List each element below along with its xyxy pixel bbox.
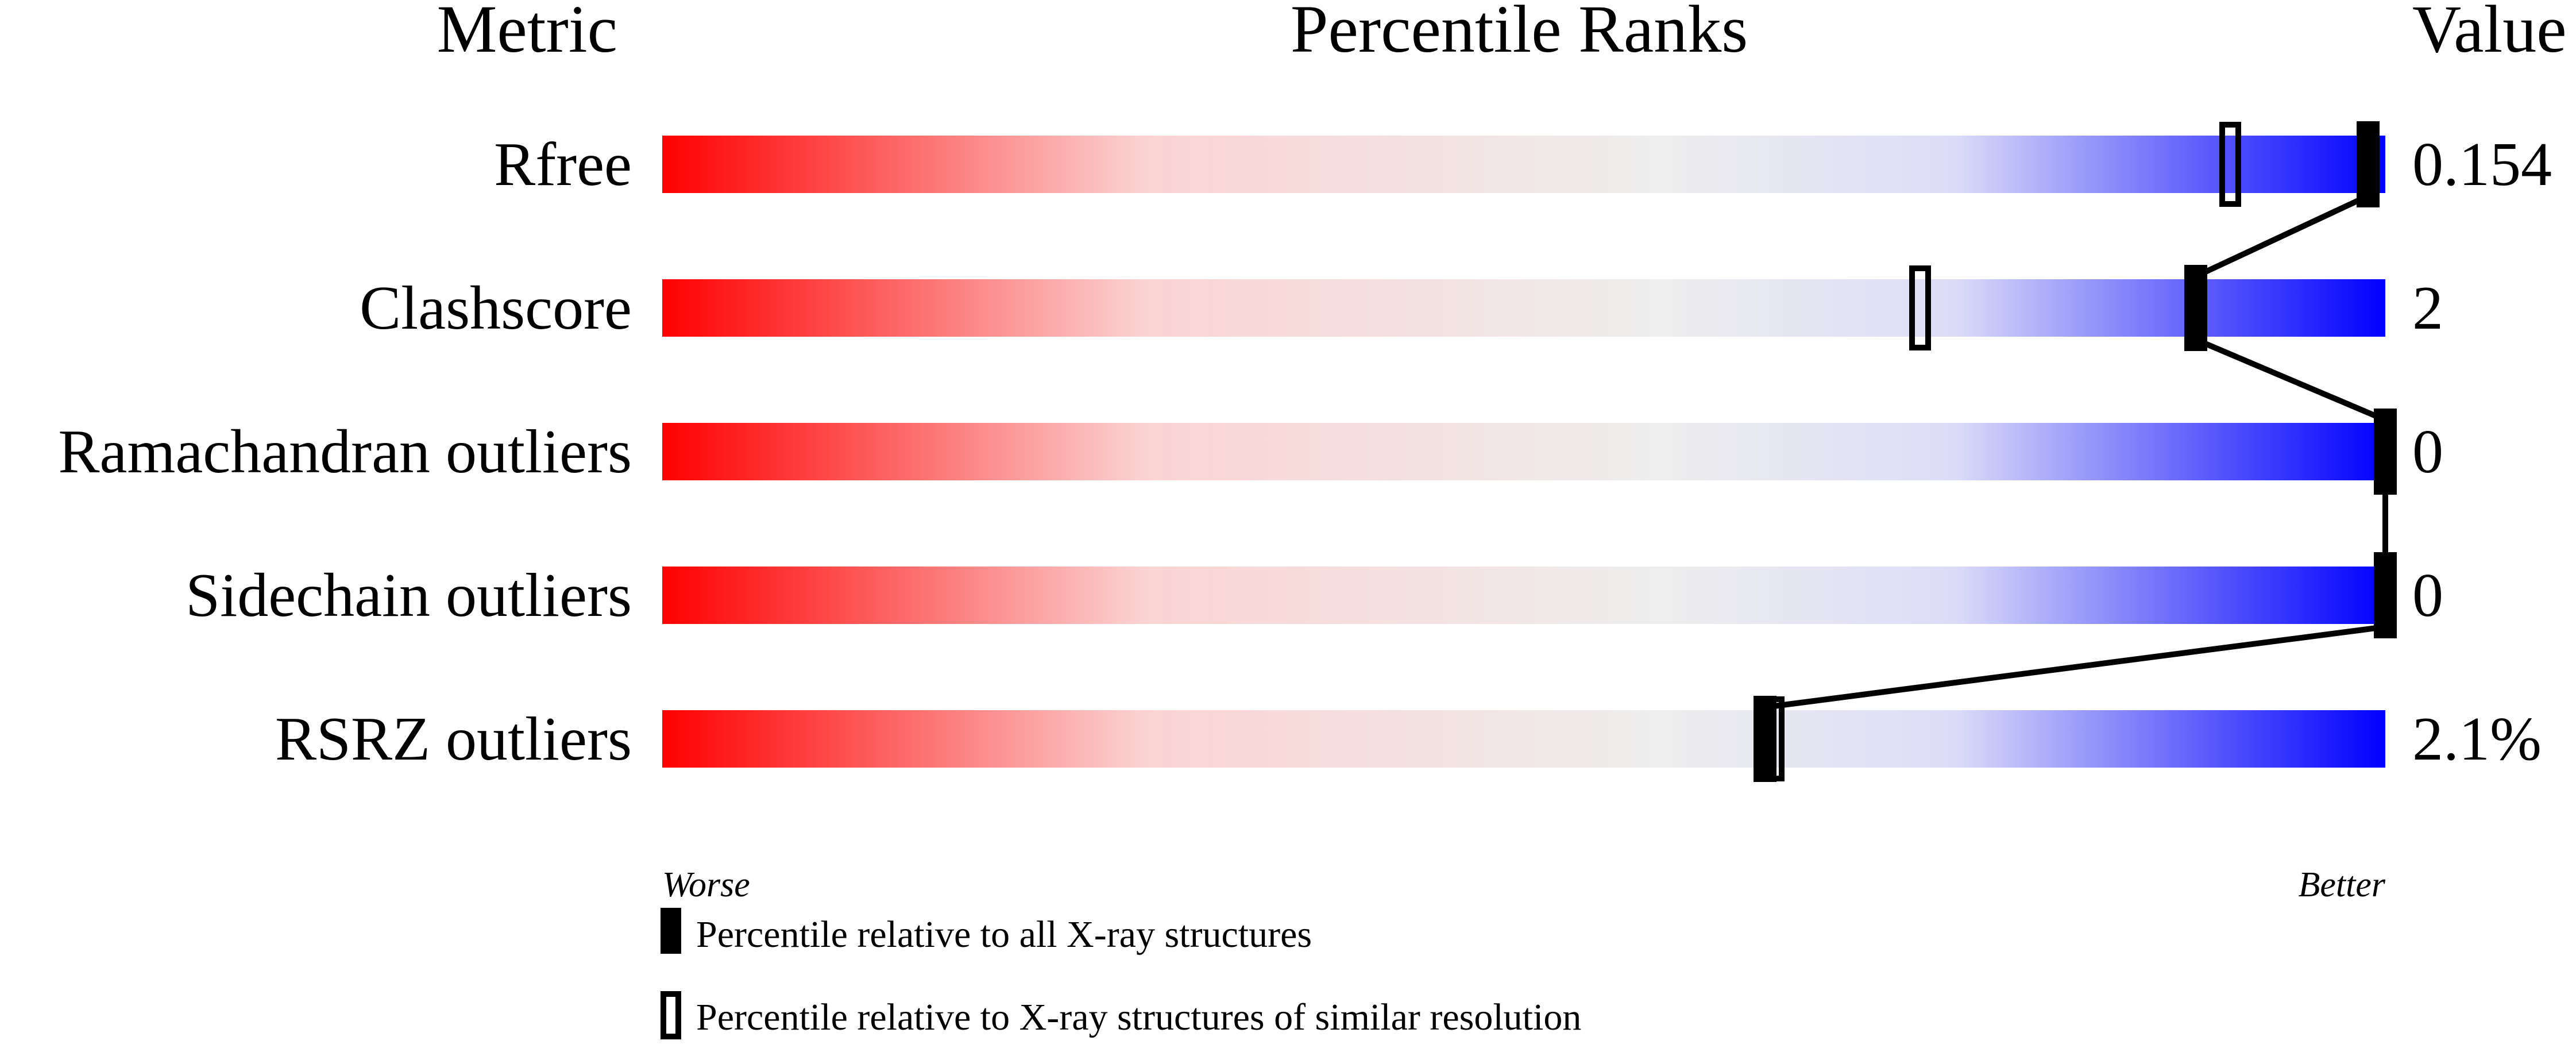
marker-all-xray bbox=[2357, 121, 2380, 207]
percentile-bar bbox=[662, 567, 2385, 624]
connector-line bbox=[2194, 193, 2370, 279]
marker-similar-resolution bbox=[1909, 265, 1931, 350]
percentile-bar bbox=[662, 136, 2385, 193]
axis-label-better: Better bbox=[2299, 865, 2386, 904]
marker-all-xray bbox=[2374, 409, 2397, 495]
header-metric: Metric bbox=[437, 0, 617, 67]
metric-value: 0.154 bbox=[2412, 130, 2552, 199]
legend-label-all: Percentile relative to all X-ray structu… bbox=[696, 914, 1312, 955]
metric-label: Rfree bbox=[494, 130, 632, 199]
metric-value: 0 bbox=[2412, 418, 2443, 486]
metric-value: 0 bbox=[2412, 561, 2443, 630]
connector-line bbox=[1764, 624, 2386, 710]
percentile-bar bbox=[662, 710, 2385, 768]
metric-label: Clashscore bbox=[360, 274, 632, 342]
legend-open-icon bbox=[661, 991, 681, 1039]
axis-label-worse: Worse bbox=[662, 865, 750, 904]
percentile-bar bbox=[662, 279, 2385, 337]
legend-label-similar: Percentile relative to X-ray structures … bbox=[696, 996, 1581, 1038]
metric-value: 2 bbox=[2412, 274, 2443, 342]
header-title: Percentile Ranks bbox=[1291, 0, 1748, 67]
percentile-bar bbox=[662, 423, 2385, 480]
metric-label: Sidechain outliers bbox=[186, 561, 632, 630]
marker-all-xray bbox=[1754, 696, 1776, 782]
metric-label: RSRZ outliers bbox=[275, 705, 632, 773]
legend-filled-icon bbox=[661, 908, 681, 954]
connector-line bbox=[2195, 337, 2386, 423]
marker-all-xray bbox=[2184, 265, 2207, 351]
marker-all-xray bbox=[2374, 552, 2397, 638]
metric-label: Ramachandran outliers bbox=[58, 418, 632, 486]
header-value: Value bbox=[2412, 0, 2567, 67]
metric-value: 2.1% bbox=[2412, 705, 2542, 773]
marker-similar-resolution bbox=[2219, 122, 2241, 207]
